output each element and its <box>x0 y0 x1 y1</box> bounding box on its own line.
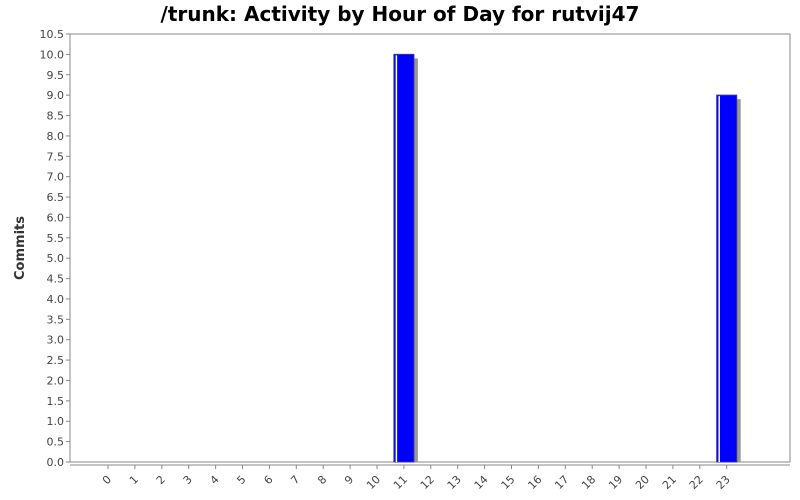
y-tick-label: 4.5 <box>47 273 65 286</box>
x-tick-label: 16 <box>525 473 544 492</box>
y-tick-label: 0.0 <box>47 456 65 469</box>
y-tick-label: 0.5 <box>47 436 65 449</box>
plot-border <box>69 33 791 463</box>
y-tick-label: 5.5 <box>47 232 65 245</box>
x-tick-label: 23 <box>714 473 733 492</box>
y-tick-label: 2.5 <box>47 354 65 367</box>
chart-title: /trunk: Activity by Hour of Day for rutv… <box>160 2 640 26</box>
bar-hour-11 <box>393 53 415 463</box>
y-tick-label: 9.5 <box>47 69 65 82</box>
x-tick-label: 5 <box>234 473 248 487</box>
bar-hour-23 <box>716 94 738 463</box>
y-tick-label: 9.0 <box>47 89 65 102</box>
y-axis: 0.0 0.5 1.0 1.5 2.0 2.5 3.0 3.5 4.0 4.5 5.0 5.5 6.0 6… <box>40 28 70 469</box>
x-tick-label: 7 <box>288 473 302 487</box>
x-tick-label: 1 <box>127 473 141 487</box>
x-tick-label: 20 <box>633 473 652 492</box>
y-tick-label: 3.0 <box>47 334 65 347</box>
x-tick-label: 22 <box>687 473 706 492</box>
x-tick-label: 0 <box>100 473 114 487</box>
x-tick-label: 13 <box>445 473 464 492</box>
x-tick-label: 9 <box>342 473 356 487</box>
y-axis-title: Commits <box>13 216 28 280</box>
x-tick-label: 11 <box>391 473 410 492</box>
bar-series <box>393 53 741 463</box>
x-tick-label: 18 <box>579 473 598 492</box>
y-tick-label: 7.5 <box>47 150 65 163</box>
y-tick-label: 6.0 <box>47 211 65 224</box>
y-tick-label: 7.0 <box>47 171 65 184</box>
x-axis: 0 1 2 3 4 5 6 7 8 9 10 11 12 13 14 15 16 17 18 19 20 21 22 23 <box>100 465 733 492</box>
y-tick-label: 10.5 <box>40 28 65 41</box>
y-tick-label: 8.0 <box>47 130 65 143</box>
x-tick-label: 15 <box>499 473 518 492</box>
x-tick-label: 14 <box>472 473 491 492</box>
plot-area <box>69 33 791 466</box>
y-tick-label: 1.0 <box>47 415 65 428</box>
y-tick-label: 10.0 <box>40 48 65 61</box>
y-tick-label: 1.5 <box>47 395 65 408</box>
x-tick-label: 12 <box>418 473 437 492</box>
x-tick-label: 10 <box>364 473 383 492</box>
x-tick-label: 17 <box>552 473 571 492</box>
y-tick-label: 4.0 <box>47 293 65 306</box>
x-tick-label: 3 <box>181 473 195 487</box>
x-tick-label: 6 <box>261 473 275 487</box>
y-tick-label: 5.0 <box>47 252 65 265</box>
x-tick-label: 2 <box>154 473 168 487</box>
y-tick-label: 6.5 <box>47 191 65 204</box>
y-tick-label: 8.5 <box>47 110 65 123</box>
x-tick-label: 21 <box>660 473 679 492</box>
y-tick-label: 2.0 <box>47 374 65 387</box>
y-tick-label: 3.5 <box>47 313 65 326</box>
x-tick-label: 4 <box>208 473 222 487</box>
x-tick-label: 8 <box>315 473 329 487</box>
x-tick-label: 19 <box>606 473 625 492</box>
